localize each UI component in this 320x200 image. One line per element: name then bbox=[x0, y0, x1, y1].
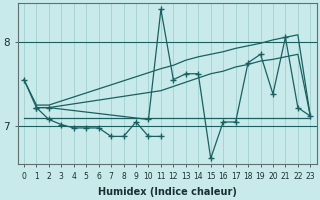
X-axis label: Humidex (Indice chaleur): Humidex (Indice chaleur) bbox=[98, 187, 236, 197]
